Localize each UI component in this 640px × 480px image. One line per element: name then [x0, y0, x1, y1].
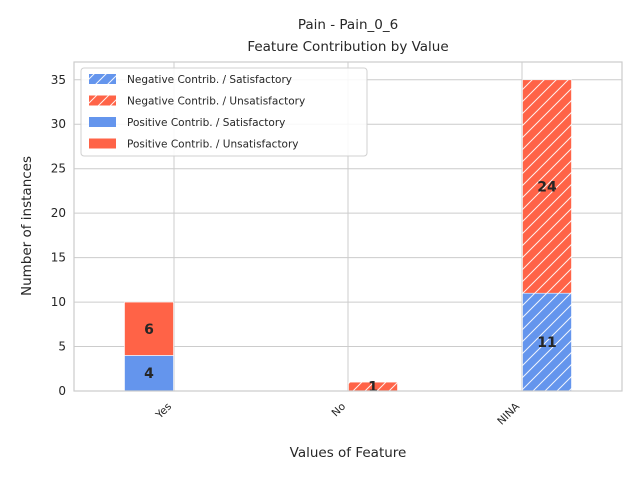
bar-hatch: [348, 382, 398, 391]
data-label: 24: [537, 179, 557, 195]
y-axis-label: Number of instances: [19, 156, 35, 296]
legend-label: Negative Contrib. / Unsatisfactory: [127, 96, 305, 108]
y-tick-label: 35: [51, 73, 66, 87]
data-label: 4: [144, 366, 154, 382]
data-label: 11: [537, 335, 556, 351]
bar-segment: [124, 355, 174, 392]
data-label: 6: [144, 322, 154, 338]
chart-title: Pain - Pain_0_6: [298, 17, 398, 33]
chart-subtitle: Feature Contribution by Value: [247, 39, 448, 55]
legend-label: Positive Contrib. / Unsatisfactory: [127, 139, 299, 151]
x-axis-label: Values of Feature: [290, 445, 407, 461]
bar-hatch: [522, 293, 572, 391]
legend-frame: [80, 67, 368, 157]
y-tick-label: 15: [51, 251, 66, 265]
legend-swatch: [89, 138, 116, 149]
legend-label: Negative Contrib. / Satisfactory: [127, 74, 292, 86]
bars: [124, 79, 572, 392]
legend-swatch: [89, 117, 116, 127]
x-tick-label: No: [330, 401, 349, 420]
legend: Negative Contrib. / Satisfactory Negative…: [80, 67, 368, 157]
x-tick-label: NINA: [495, 400, 522, 427]
bar-segment: [124, 301, 174, 356]
y-tick-label: 20: [51, 206, 66, 220]
y-tick-label: 0: [58, 384, 66, 398]
data-label: 1: [368, 380, 378, 396]
legend-swatch-hatch: [89, 95, 116, 106]
x-tick-label: Yes: [153, 401, 174, 422]
y-tick-label: 25: [51, 162, 66, 176]
legend-label: Positive Contrib. / Satisfactory: [127, 117, 285, 129]
y-tick-label: 10: [51, 295, 66, 309]
plot-frame: [73, 61, 623, 392]
y-tick-label: 5: [58, 340, 66, 354]
bar-hatch: [522, 79, 572, 294]
legend-swatch-hatch: [89, 74, 116, 84]
y-tick-label: 30: [51, 117, 66, 131]
